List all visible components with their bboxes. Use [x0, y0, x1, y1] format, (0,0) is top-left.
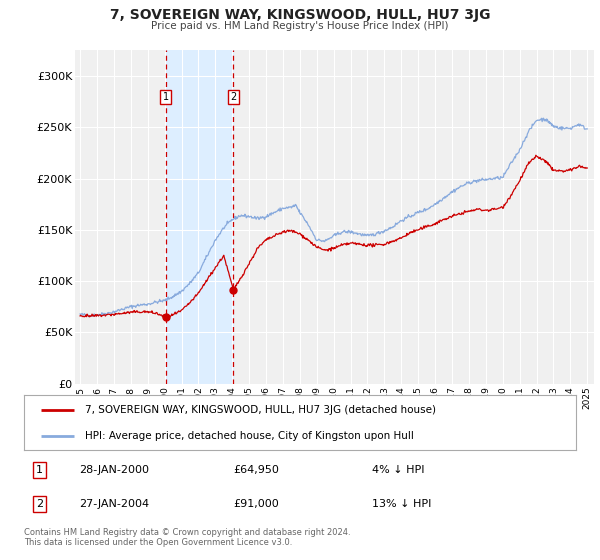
Text: Contains HM Land Registry data © Crown copyright and database right 2024.
This d: Contains HM Land Registry data © Crown c… — [24, 528, 350, 547]
Text: £64,950: £64,950 — [234, 465, 280, 475]
Text: 27-JAN-2004: 27-JAN-2004 — [79, 499, 149, 509]
Bar — [166, 50, 233, 384]
Text: 7, SOVEREIGN WAY, KINGSWOOD, HULL, HU7 3JG: 7, SOVEREIGN WAY, KINGSWOOD, HULL, HU7 3… — [110, 8, 490, 22]
Text: 2: 2 — [230, 92, 236, 102]
Text: £91,000: £91,000 — [234, 499, 280, 509]
Text: 1: 1 — [163, 92, 169, 102]
Text: 28-JAN-2000: 28-JAN-2000 — [79, 465, 149, 475]
Text: 1: 1 — [36, 465, 43, 475]
Text: 7, SOVEREIGN WAY, KINGSWOOD, HULL, HU7 3JG (detached house): 7, SOVEREIGN WAY, KINGSWOOD, HULL, HU7 3… — [85, 405, 436, 415]
Text: HPI: Average price, detached house, City of Kingston upon Hull: HPI: Average price, detached house, City… — [85, 431, 413, 441]
Text: 4% ↓ HPI: 4% ↓ HPI — [372, 465, 424, 475]
Text: 13% ↓ HPI: 13% ↓ HPI — [372, 499, 431, 509]
Text: 2: 2 — [36, 499, 43, 509]
Text: Price paid vs. HM Land Registry's House Price Index (HPI): Price paid vs. HM Land Registry's House … — [151, 21, 449, 31]
